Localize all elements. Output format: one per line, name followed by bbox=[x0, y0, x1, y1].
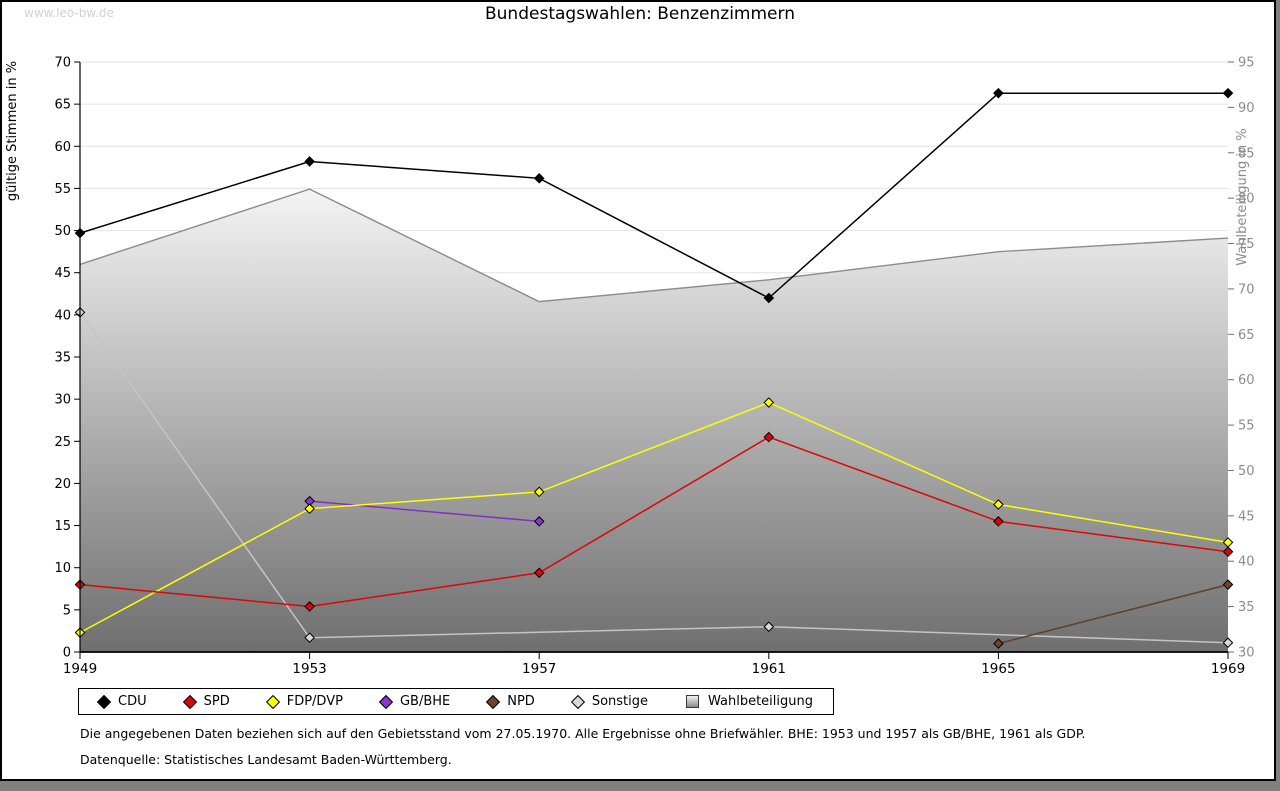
series-cdu-marker bbox=[763, 292, 775, 304]
series-spd-marker bbox=[304, 601, 315, 612]
series-gb-bhe bbox=[304, 495, 545, 527]
series-cdu-line bbox=[79, 92, 1228, 299]
left-axis-tick-label: 40 bbox=[54, 308, 71, 323]
series-spd-line bbox=[79, 436, 1229, 608]
legend-item-sonstige: Sonstige bbox=[570, 694, 648, 709]
series-gb-bhe-marker bbox=[533, 516, 545, 527]
x-axis-year-label: 1949 bbox=[63, 661, 97, 677]
legend-label: NPD bbox=[507, 694, 535, 709]
series-sonstige-marker bbox=[763, 621, 775, 633]
left-axis-tick-label: 55 bbox=[54, 182, 71, 197]
x-axis-year-label: 1953 bbox=[292, 661, 326, 677]
legend-item-npd: NPD bbox=[486, 694, 535, 709]
series-spd-marker bbox=[763, 431, 775, 443]
fdp-dvp-diamond-icon bbox=[265, 694, 280, 709]
legend-label: FDP/DVP bbox=[286, 694, 343, 709]
series-gb-bhe-line bbox=[309, 500, 540, 523]
right-axis-tick-label: 75 bbox=[1238, 237, 1255, 252]
right-axis-tick-label: 35 bbox=[1238, 600, 1255, 615]
footnote-datenquelle: Datenquelle: Statistisches Landesamt Bad… bbox=[80, 752, 452, 767]
left-axis-tick-label: 50 bbox=[54, 224, 71, 239]
x-axis-year-label: 1957 bbox=[522, 661, 556, 677]
legend-label: Wahlbeteiligung bbox=[708, 694, 814, 709]
footnote-gebietsstand: Die angegebenen Daten beziehen sich auf … bbox=[80, 726, 1086, 741]
legend-item-wahlbeteiligung: Wahlbeteiligung bbox=[686, 694, 813, 709]
left-axis-tick-label: 5 bbox=[63, 603, 71, 618]
series-npd-line bbox=[998, 583, 1229, 645]
wahlbeteiligung-square-icon bbox=[686, 695, 699, 708]
series-fdp-dvp-marker bbox=[304, 503, 315, 515]
spd-diamond-icon bbox=[182, 694, 197, 709]
series-spd-marker bbox=[533, 567, 545, 579]
right-axis-tick-label: 30 bbox=[1238, 646, 1255, 661]
legend-label: CDU bbox=[118, 694, 147, 709]
series-cdu-marker bbox=[993, 87, 1004, 99]
series-npd-marker bbox=[1222, 579, 1234, 590]
series-npd-marker bbox=[993, 638, 1004, 649]
legend-label: SPD bbox=[203, 694, 230, 709]
left-axis-tick-label: 0 bbox=[63, 646, 71, 661]
right-axis-tick-label: 80 bbox=[1238, 192, 1255, 207]
series-fdp-dvp-line bbox=[79, 401, 1229, 634]
chart-legend: CDU SPD FDP/DVP GB/BHE NPD Sonstige Wahlbeteil… bbox=[78, 688, 835, 715]
left-axis-tick-label: 15 bbox=[54, 519, 71, 534]
wahlbeteiligung-area bbox=[79, 188, 1229, 652]
x-axis-year-label: 1965 bbox=[981, 661, 1015, 677]
x-axis-year-label: 1969 bbox=[1211, 661, 1245, 677]
left-axis-tick-label: 35 bbox=[54, 351, 71, 366]
x-axis-year-label: 1961 bbox=[752, 661, 786, 677]
series-cdu-marker bbox=[304, 156, 315, 167]
axes: 0 5 10 15 20 25 30 35 40 45 50 55 60 65 70 30 35 40 45 50 55… bbox=[54, 56, 1254, 678]
series-sonstige bbox=[74, 307, 1234, 649]
left-axis-tick-label: 70 bbox=[54, 56, 71, 71]
wahlbeteiligung-edge bbox=[79, 188, 1229, 303]
wahlbeteiligung-fill bbox=[80, 189, 1228, 652]
series-sonstige-marker bbox=[304, 632, 315, 643]
right-axis-tick-label: 65 bbox=[1238, 328, 1255, 343]
legend-item-spd: SPD bbox=[182, 694, 230, 709]
left-axis-tick-label: 65 bbox=[54, 98, 71, 113]
series-fdp-dvp-marker bbox=[993, 499, 1004, 510]
left-axis-tick-label: 30 bbox=[54, 393, 71, 408]
right-axis-tick-label: 60 bbox=[1238, 373, 1255, 388]
legend-item-gb-bhe: GB/BHE bbox=[378, 694, 451, 709]
series-spd bbox=[74, 431, 1234, 612]
right-axis-title: Wahlbeteiligung in % bbox=[1235, 128, 1250, 265]
series-fdp-dvp-marker bbox=[763, 397, 775, 408]
series-sonstige-marker bbox=[1222, 637, 1234, 649]
series-spd-marker bbox=[993, 516, 1004, 527]
right-axis-tick-label: 45 bbox=[1238, 509, 1255, 524]
right-axis-tick-label: 40 bbox=[1238, 555, 1255, 570]
right-axis-tick-label: 85 bbox=[1238, 146, 1255, 161]
gb-bhe-diamond-icon bbox=[378, 694, 394, 709]
left-axis-tick-label: 10 bbox=[54, 561, 71, 576]
left-axis-tick-label: 25 bbox=[54, 435, 71, 450]
series-npd bbox=[993, 579, 1234, 649]
right-axis-tick-label: 90 bbox=[1238, 101, 1255, 116]
cdu-diamond-icon bbox=[96, 694, 112, 709]
left-axis-title: gültige Stimmen in % bbox=[5, 61, 20, 201]
series-spd-marker bbox=[1222, 546, 1234, 558]
page-title: Bundestagswahlen: Benzenzimmern bbox=[485, 4, 795, 24]
legend-label: Sonstige bbox=[591, 694, 648, 709]
sonstige-diamond-icon bbox=[570, 694, 585, 709]
series-sonstige-line bbox=[79, 311, 1229, 644]
legend-label: GB/BHE bbox=[399, 694, 451, 709]
right-axis-tick-label: 95 bbox=[1238, 56, 1255, 71]
series-cdu-marker bbox=[533, 173, 545, 184]
left-axis-tick-label: 20 bbox=[54, 477, 71, 492]
legend-item-cdu: CDU bbox=[96, 694, 147, 709]
right-axis-tick-label: 70 bbox=[1238, 282, 1255, 297]
series-fdp-dvp-marker bbox=[533, 486, 545, 498]
left-axis-tick-label: 60 bbox=[54, 140, 71, 155]
npd-diamond-icon bbox=[486, 694, 501, 709]
right-axis-tick-label: 50 bbox=[1238, 464, 1255, 479]
series-cdu-marker bbox=[1222, 87, 1234, 99]
watermark: www.leo-bw.de bbox=[24, 6, 114, 20]
series-fdp-dvp bbox=[74, 397, 1234, 638]
legend-item-fdp-dvp: FDP/DVP bbox=[265, 694, 343, 709]
election-chart: 0 5 10 15 20 25 30 35 40 45 50 55 60 65 70 30 35 40 45 50 55… bbox=[5, 56, 1255, 678]
right-axis-tick-label: 55 bbox=[1238, 419, 1255, 434]
left-axis-tick-label: 45 bbox=[54, 266, 71, 281]
